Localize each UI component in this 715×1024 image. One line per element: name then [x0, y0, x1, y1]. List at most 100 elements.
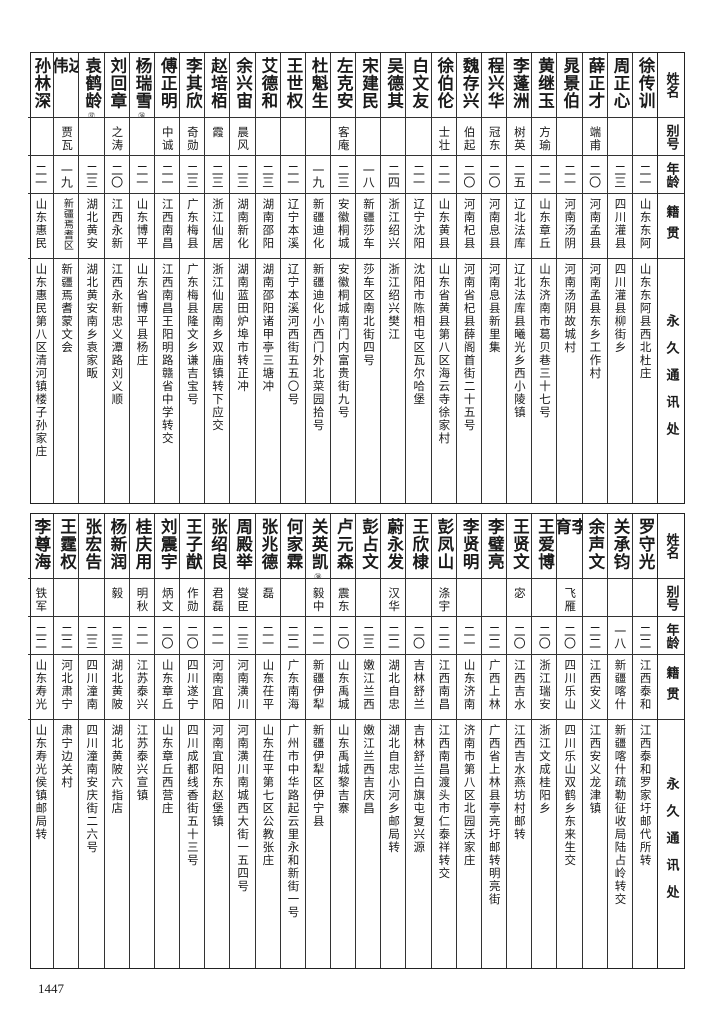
person-column: 宋建民 一八 新疆莎车 莎车区南北街四号 — [355, 53, 381, 503]
person-address: 辽北法库县曦光乡西小陵镇 — [512, 263, 527, 419]
person-name: 魏存兴 — [460, 57, 480, 110]
person-hometown: 四川乐山 — [563, 659, 578, 711]
age-cell: 二〇 — [456, 156, 481, 194]
person-hometown: 山东茌平 — [261, 659, 276, 711]
person-hometown: 广东南海 — [286, 659, 301, 711]
name-cell: 王霆权 — [54, 514, 79, 579]
person-hometown: 江苏泰兴 — [135, 659, 150, 711]
person-column: 傅正明 中诚 二一 江西南昌 江西南昌王阳明路赣省中学转交 — [153, 53, 180, 503]
person-age: 二一 — [33, 164, 48, 188]
address-cell: 莎车区南北街四号 — [356, 259, 380, 503]
person-age: 二〇 — [562, 625, 577, 649]
name-cell: 李贤明 — [456, 514, 481, 579]
person-address: 嫩江兰西吉庆昌 — [361, 724, 376, 815]
person-address: 河南息县新里集 — [487, 263, 502, 354]
person-column: 刘震宇 炳文 二〇 山东章丘 山东章丘西营庄 — [153, 514, 180, 968]
person-column: 黄继玉 方瑜 二一 山东章丘 山东济南市葛贝巷三十七号 — [531, 53, 557, 503]
name-cell: 卢元森 — [330, 514, 356, 579]
age-cell: 二一 — [456, 617, 481, 655]
person-hometown: 江西南昌 — [437, 659, 452, 711]
person-alias: 贾瓦 — [60, 126, 75, 152]
person-hometown: 山东东阿 — [638, 198, 653, 250]
alias-cell — [280, 579, 305, 617]
hometown-cell: 河南杞县 — [456, 194, 481, 259]
person-age: 二二 — [386, 625, 401, 649]
person-address: 河南潢川南城西大街一五四号 — [236, 724, 251, 893]
hometown-cell: 湖北自忠 — [381, 655, 406, 720]
address-cell: 湖南邵阳诸甲亭三塘冲 — [256, 259, 280, 503]
person-age: 一八 — [361, 164, 376, 188]
alias-cell: 涤宇 — [431, 579, 456, 617]
person-address: 莎车区南北街四号 — [361, 263, 376, 367]
person-column: 杨新润毅二三 湖北黄陂 湖北黄陂六指店 — [103, 514, 129, 968]
alias-cell: 士壮 — [431, 118, 456, 156]
person-alias: 方瑜 — [538, 126, 553, 152]
name-cell: 吴德其 — [381, 53, 406, 118]
person-hometown: 山东博平 — [135, 198, 150, 250]
hometown-cell: 江西永新 — [104, 194, 129, 259]
person-address: 山东济南市葛贝巷三十七号 — [538, 263, 553, 419]
name-cell: 宋建民 — [356, 53, 381, 118]
person-hometown: 山东黄县 — [437, 198, 452, 250]
address-cell: 河南省杞县薛阁首街二十五号 — [457, 259, 481, 503]
address-cell: 河南息县新里集 — [482, 259, 506, 503]
person-hometown: 广东梅县 — [185, 198, 200, 250]
name-cell: 王贤文 — [507, 514, 532, 579]
person-alias: 燮臣 — [236, 587, 251, 613]
person-age: 二一 — [562, 164, 577, 188]
age-cell: 二五 — [507, 156, 532, 194]
person-name: 杨新润 — [107, 518, 127, 571]
person-name: 罗守光 — [636, 518, 656, 571]
address-cell: 吉林舒兰白旗屯复兴源 — [406, 720, 430, 968]
address-cell: 江西泰和罗家圩邮代所转 — [633, 720, 657, 968]
person-hometown: 湖北自忠 — [387, 659, 402, 711]
age-cell: 二〇 — [532, 617, 557, 655]
footnote-marker: ㊳ — [314, 572, 322, 579]
person-address: 四川成都线香街五十三号 — [185, 724, 200, 867]
alias-cell: 之涛 — [104, 118, 129, 156]
person-column: 赵培栢霞二三 浙江仙居 浙江仙居南乡双庙镇转下应交 — [204, 53, 230, 503]
name-cell: 李尊海 — [28, 514, 54, 579]
person-age: 二三 — [84, 625, 99, 649]
alias-cell: 树英 — [507, 118, 532, 156]
alias-cell — [381, 118, 406, 156]
person-name: 吴德其 — [384, 57, 404, 110]
person-age: 二三 — [109, 625, 124, 649]
person-hometown: 辽北法库 — [512, 198, 527, 250]
person-hometown: 新疆迪化 — [311, 198, 326, 250]
age-cell: 二二 — [632, 617, 657, 655]
name-cell: 彭占文 — [356, 514, 381, 579]
person-column: 达伟 贾瓦 一九 新疆焉耆区 新疆焉耆蒙文会 — [53, 53, 79, 503]
person-name: 徐伯伦 — [434, 57, 454, 110]
age-cell: 二三 — [205, 156, 230, 194]
person-alias: 毅 — [110, 587, 125, 600]
person-age: 二〇 — [537, 625, 552, 649]
person-column: 刘回章 之涛 二〇 江西永新 江西永新忠义潭路刘义顺 — [103, 53, 129, 503]
alias-cell: 伯起 — [456, 118, 481, 156]
address-cell: 四川灌县柳街乡 — [608, 259, 632, 503]
age-cell: 二〇 — [406, 617, 431, 655]
person-column: 孙林深 二一 山东惠民 山东惠民第八区清河镇楼子孙家庄 — [28, 53, 54, 503]
person-alias: 士壮 — [437, 126, 452, 152]
person-age: 二四 — [386, 164, 401, 188]
person-name: 王子猷 — [183, 518, 203, 571]
person-name: 杨瑞雪 — [133, 57, 153, 110]
alias-cell: 晨风 — [230, 118, 255, 156]
person-name: 王欣棣 — [409, 518, 429, 571]
person-address: 广州市中华路起云里永和新街一号 — [286, 724, 301, 919]
alias-cell: 汉华 — [381, 579, 406, 617]
person-address: 四川乐山双鹤乡东来生交 — [563, 724, 578, 867]
person-alias: 君磊 — [211, 587, 226, 613]
person-name: 晁景伯 — [560, 57, 580, 110]
person-address: 安徽桐城南门内富贵街九号 — [336, 263, 351, 419]
name-cell: 程兴华 — [481, 53, 507, 118]
person-alias: 霞 — [211, 126, 226, 139]
person-age: 二一 — [159, 164, 174, 188]
header-name-cell: 姓名 — [658, 53, 684, 118]
name-cell: 魏存兴 — [456, 53, 481, 118]
person-address: 湖南蓝田炉埠市转正冲 — [236, 263, 251, 393]
person-age: 二一 — [411, 164, 426, 188]
